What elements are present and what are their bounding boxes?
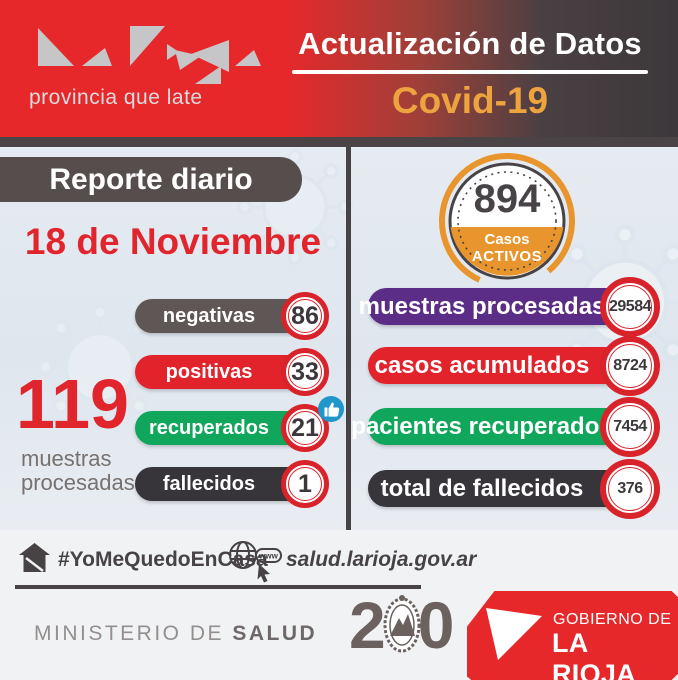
stat-pill: recuperados 21 (135, 396, 344, 452)
stat-value-circle: 21 (281, 404, 329, 452)
stat-row-pacientes-recuperados: pacientes recuperados 7454 (351, 396, 660, 457)
globe-www-icon: www (229, 541, 282, 583)
report-badge: Reporte diario (0, 157, 302, 202)
stat-value: 7454 (613, 417, 647, 435)
stat-label: negativas (162, 304, 256, 327)
stat-pill: pacientes recuperados 7454 (351, 396, 660, 457)
ministry-label: MINISTERIO DE SALUD (34, 622, 318, 645)
stat-pill: muestras procesadas 29584 (359, 276, 660, 337)
thumbs-up-icon (318, 396, 344, 422)
footer: #YoMeQuedoEnCasa www salud.larioja.gov.a… (0, 530, 678, 680)
virus-decoration-icon (36, 303, 164, 431)
stat-value: 8724 (613, 356, 647, 374)
stat-value: 86 (291, 301, 319, 330)
footer-rule (15, 585, 421, 589)
stat-pill: casos acumulados 8724 (368, 335, 660, 396)
daily-samples-label: muestras procesadas (21, 446, 135, 496)
stat-value-circle: 8724 (600, 335, 660, 396)
brand-tagline: provincia que late (29, 86, 203, 109)
stat-row-total-fallecidos: total de fallecidos 376 (368, 458, 660, 519)
active-cases-value: 894 (473, 177, 541, 221)
panel-divider (346, 147, 351, 530)
bicentennial-digit: 2 (349, 588, 386, 662)
covid-subtitle: Covid-19 (391, 80, 549, 121)
bicentennial-emblem-icon (383, 595, 421, 653)
active-cases-label: Casos (484, 231, 530, 248)
stat-label: pacientes recuperados (351, 412, 613, 440)
la-rioja-triangles-icon (38, 26, 261, 84)
stat-label: recuperados (148, 416, 270, 439)
stat-value: 1 (298, 469, 312, 498)
la-rioja-logo: provincia que late (25, 14, 265, 124)
government-line2: LA RIOJA (552, 628, 637, 680)
bicentennial-logo: 2 0 (349, 592, 454, 658)
stat-pill: fallecidos 1 (135, 460, 329, 508)
stat-label: casos acumulados (374, 351, 590, 379)
stat-label: total de fallecidos (380, 474, 584, 502)
stat-value: 33 (291, 357, 319, 386)
header-divider-strip (0, 137, 678, 147)
stat-value: 376 (617, 479, 643, 497)
stat-pill: negativas 86 (135, 292, 329, 340)
stat-pill: total de fallecidos 376 (368, 458, 660, 519)
stat-value-circle: 7454 (600, 396, 660, 457)
bicentennial-digit: 0 (417, 588, 455, 662)
house-icon (19, 543, 50, 572)
stat-row-casos-acumulados: casos acumulados 8724 (368, 335, 660, 396)
active-cases-ring-icon (438, 153, 575, 289)
stat-row-fallecidos: fallecidos 1 (135, 460, 329, 508)
government-badge: GOBIERNO DE LA RIOJA (467, 591, 678, 680)
stay-home-hashtag: #YoMeQuedoEnCasa (58, 548, 268, 571)
la-rioja-triangle-icon (486, 608, 542, 660)
active-cases-badge: 894 Casos ACTIVOS (437, 151, 577, 291)
header-title-block: Actualización de Datos Covid-19 (290, 26, 650, 122)
active-cases-label: ACTIVOS (471, 248, 543, 265)
government-line1: GOBIERNO DE (553, 611, 672, 628)
report-date: 18 de Noviembre (24, 221, 322, 262)
stat-value-circle: 86 (281, 292, 329, 340)
content-area: Reporte diario 18 de Noviembre 119 muest… (0, 147, 678, 530)
stat-label: positivas (165, 360, 253, 383)
stat-row-recuperados: recuperados 21 (135, 396, 344, 452)
daily-samples-value: 119 (16, 365, 129, 443)
www-label: www (258, 552, 278, 561)
stat-label: fallecidos (162, 472, 256, 495)
stat-value-circle: 376 (600, 458, 660, 519)
website-url: salud.larioja.gov.ar (286, 548, 477, 571)
title-underline (292, 70, 648, 74)
stat-value-circle: 33 (281, 348, 329, 396)
page-title: Actualización de Datos (298, 26, 642, 61)
stat-pill: positivas 33 (135, 348, 329, 396)
stat-value: 29584 (609, 297, 652, 315)
stat-value: 21 (291, 413, 319, 442)
stat-value-circle: 1 (281, 460, 329, 508)
stat-label: muestras procesadas (358, 292, 606, 320)
stat-row-muestras-procesadas: muestras procesadas 29584 (359, 276, 660, 337)
stat-row-negativas: negativas 86 (135, 292, 329, 340)
stat-row-positivas: positivas 33 (135, 348, 329, 396)
header-banner: provincia que late Actualización de Dato… (0, 0, 678, 137)
stat-value-circle: 29584 (600, 276, 660, 337)
